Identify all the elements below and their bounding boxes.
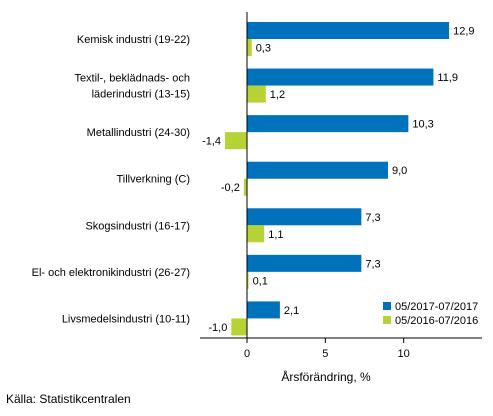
bar-series2	[247, 85, 266, 103]
category-label: Textil-, beklädnads- och läderindustri (1…	[74, 73, 190, 101]
bar-series2	[243, 178, 247, 196]
bar-series2	[225, 132, 247, 150]
x-axis: 0 5 10	[200, 12, 482, 360]
category-label: Tillverkning (C)	[116, 174, 190, 186]
bar-series2	[247, 39, 252, 56]
data-label: 0,1	[253, 275, 268, 287]
data-label: 12,9	[453, 26, 474, 38]
data-label: 2,1	[284, 305, 299, 317]
data-label: 7,3	[365, 258, 380, 270]
data-label: -0,2	[221, 182, 240, 194]
bar-series1	[247, 115, 409, 133]
legend-swatch	[383, 302, 391, 310]
bar-series1	[247, 22, 450, 39]
bar-series1	[247, 208, 362, 226]
bar-series1	[247, 68, 434, 86]
x-axis-title: Årsförändring, %	[281, 369, 371, 384]
category-label: Skogsindustri (16-17)	[85, 220, 190, 232]
category-label: Metallindustri (24-30)	[87, 127, 190, 139]
category-labels: Kemisk industri (19-22) Textil-, beklädna…	[32, 34, 190, 325]
legend-swatch	[383, 316, 391, 324]
bar-series2	[231, 318, 247, 336]
category-label: Livsmedelsindustri (10-11)	[62, 313, 190, 325]
data-label: 1,2	[270, 89, 285, 101]
x-tick-label: 10	[398, 348, 410, 360]
data-label: 7,3	[365, 212, 380, 224]
data-label: 11,9	[437, 72, 458, 84]
bar-chart: 12,9 0,3 11,9 1,2 10,3 -1,4 9,0 -0,2 7,3 1,1 7,3 0,…	[32, 12, 482, 384]
x-tick-label: 0	[244, 348, 250, 360]
bar-series2	[247, 271, 249, 289]
legend: 05/2017-07/2017 05/2016-07/2016	[383, 301, 478, 327]
legend-label: 05/2016-07/2016	[395, 315, 478, 327]
source-note: Källa: Statistikcentralen	[6, 392, 131, 406]
data-label: 0,3	[256, 43, 271, 55]
data-label: 1,1	[268, 229, 283, 241]
category-label: Kemisk industri (19-22)	[77, 34, 190, 46]
plot-area: 12,9 0,3 11,9 1,2 10,3 -1,4 9,0 -0,2 7,3 1,1 7,3 0,…	[202, 22, 475, 336]
category-label: El- och elektronikindustri (26-27)	[32, 267, 190, 279]
data-label: 10,3	[412, 119, 433, 131]
bar-series2	[247, 225, 265, 243]
data-label: 9,0	[392, 165, 407, 177]
x-tick-label: 5	[322, 348, 328, 360]
data-label: -1,4	[202, 136, 221, 148]
bar-series1	[247, 301, 280, 319]
bar-series1	[247, 161, 388, 179]
bar-series1	[247, 254, 362, 272]
legend-label: 05/2017-07/2017	[395, 301, 478, 313]
data-label: -1,0	[208, 322, 227, 334]
